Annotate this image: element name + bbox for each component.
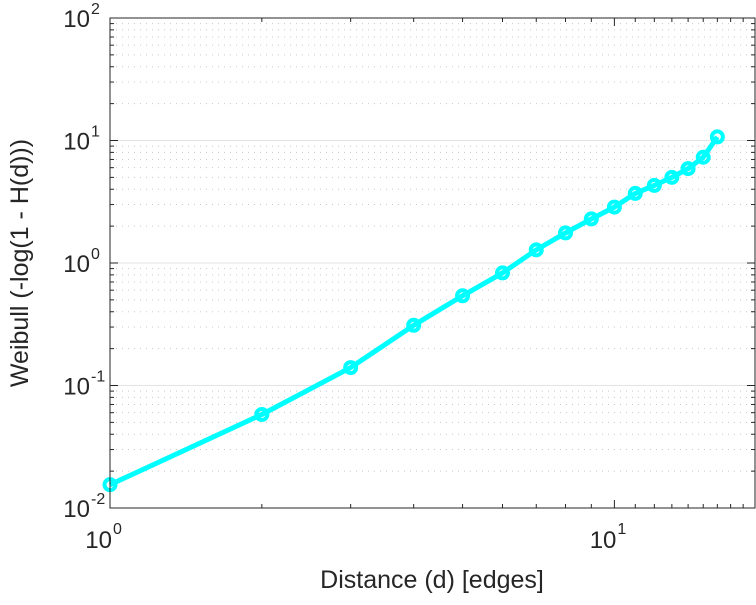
data-point (406, 317, 422, 333)
plot-box (109, 17, 756, 509)
data-point (343, 360, 359, 376)
grid-lines (110, 23, 755, 509)
data-point (606, 199, 622, 215)
data-point (627, 185, 643, 201)
data-point (583, 211, 599, 227)
data-point (455, 288, 471, 304)
data-point (254, 406, 270, 422)
x-tick-label: 10 (85, 527, 112, 554)
y-tick-label: 10 (63, 374, 90, 401)
series-weibull (102, 129, 725, 493)
data-point (646, 177, 662, 193)
data-point (558, 225, 574, 241)
y-tick-label: 10 (63, 129, 90, 156)
y-axis-label: Weibull (-log(1 - H(d))) (6, 139, 34, 387)
x-tick-label: 10 (590, 527, 617, 554)
data-point (680, 161, 696, 177)
data-point (664, 169, 680, 185)
data-point (709, 129, 725, 145)
data-point (494, 265, 510, 281)
axis-ticks (109, 17, 756, 509)
x-tick-exponent: 1 (617, 521, 626, 538)
y-tick-exponent: 1 (91, 124, 100, 141)
data-point (528, 242, 544, 258)
x-tick-exponent: 0 (113, 521, 122, 538)
y-tick-exponent: -2 (91, 491, 105, 508)
y-tick-exponent: 0 (91, 246, 100, 263)
x-axis-label: Distance (d) [edges] (320, 566, 544, 594)
data-point (695, 149, 711, 165)
tick-labels: 10 -210 -110 010 110 210 0 10 1 (63, 1, 626, 554)
y-tick-exponent: 2 (91, 1, 100, 18)
series-line (108, 135, 720, 487)
y-tick-label: 10 (63, 496, 90, 523)
y-tick-label: 10 (63, 6, 90, 33)
y-tick-label: 10 (63, 251, 90, 278)
y-tick-exponent: -1 (91, 369, 105, 386)
